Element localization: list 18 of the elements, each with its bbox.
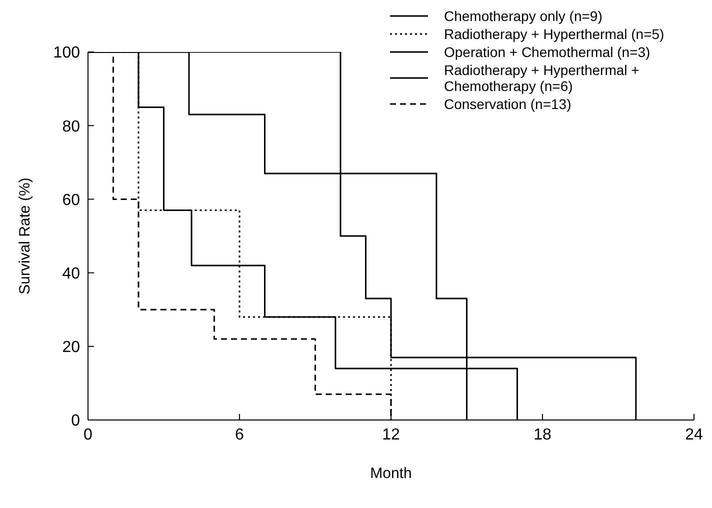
y-tick-label: 80 <box>62 118 80 136</box>
legend-label: Chemotherapy only (n=9) <box>444 8 602 24</box>
y-tick-label: 20 <box>62 339 80 356</box>
y-tick-label: 100 <box>53 44 80 62</box>
legend-label: Radiotherapy + Hyperthermal (n=5) <box>444 26 664 42</box>
y-axis-title: Survival Rate (%) <box>16 178 34 294</box>
y-tick-label: 0 <box>71 412 80 430</box>
y-tick-label: 60 <box>62 192 80 209</box>
y-tick-label: 40 <box>62 265 80 282</box>
legend-label: Radiotherapy + Hyperthermal + Chemotherapy (n=6) <box>444 62 640 94</box>
x-tick-label: 24 <box>685 426 703 444</box>
x-tick-label: 18 <box>534 426 552 444</box>
x-axis-title: Month <box>370 465 412 482</box>
x-tick-label: 6 <box>235 426 244 444</box>
legend-label: Operation + Chemothermal (n=3) <box>444 44 650 60</box>
legend-label: Conservation (n=13) <box>444 96 572 112</box>
x-tick-label: 0 <box>84 426 93 444</box>
x-tick-label: 12 <box>382 426 400 444</box>
